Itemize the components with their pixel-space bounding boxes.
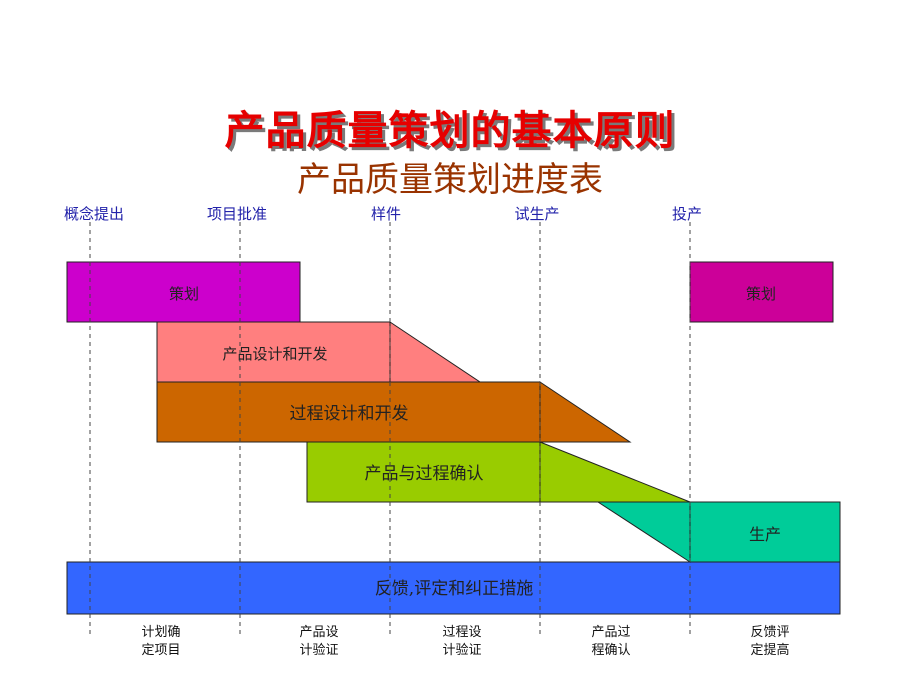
phase-5-line-1: 反馈评 bbox=[750, 625, 790, 640]
planning-repeat-bar bbox=[689, 261, 834, 323]
planning-bar-label: 策划 bbox=[169, 285, 199, 303]
planning-repeat-bar-label: 策划 bbox=[746, 285, 776, 303]
validation-bar-label: 产品与过程确认 bbox=[365, 464, 484, 484]
phase-3-line-2: 计验证 bbox=[442, 643, 482, 658]
phase-1-line-1: 计划确 bbox=[141, 625, 181, 640]
phase-5-label: 反馈评 定提高 bbox=[750, 624, 789, 660]
process-design-bar bbox=[156, 381, 541, 443]
milestone-launch: 投产 bbox=[671, 205, 703, 223]
milestone-pilot: 试生产 bbox=[514, 205, 560, 223]
feedback-bar bbox=[66, 561, 841, 615]
phase-1-line-2: 定项目 bbox=[141, 643, 181, 658]
product-design-bar-label: 产品设计和开发 bbox=[222, 345, 327, 363]
process-design-bar-label: 过程设计和开发 bbox=[290, 404, 409, 424]
planning-bar bbox=[66, 261, 301, 323]
validation-ramp bbox=[539, 441, 691, 503]
production-bar bbox=[689, 501, 841, 563]
product-design-bar bbox=[156, 321, 391, 383]
phase-3-line-1: 过程设 bbox=[442, 625, 482, 640]
phase-1-label: 计划确 定项目 bbox=[141, 624, 180, 660]
phase-2-line-2: 计验证 bbox=[299, 643, 339, 658]
production-bar-label: 生产 bbox=[749, 525, 781, 544]
milestone-project-approval: 项目批准 bbox=[206, 205, 268, 223]
feedback-bar-label: 反馈,评定和纠正措施 bbox=[375, 579, 533, 599]
phase-3-label: 过程设 计验证 bbox=[442, 624, 481, 660]
phase-4-line-1: 产品过 bbox=[591, 625, 631, 640]
phase-2-line-1: 产品设 bbox=[299, 625, 339, 640]
page-subtitle: 产品质量策划进度表 bbox=[297, 160, 603, 200]
milestone-prototype: 样件 bbox=[370, 205, 402, 223]
validation-bar bbox=[306, 441, 541, 503]
page-title: 产品质量策划的基本原则 bbox=[224, 107, 676, 154]
product-design-ramp bbox=[389, 321, 482, 383]
phase-2-label: 产品设 计验证 bbox=[299, 624, 338, 660]
process-design-ramp bbox=[539, 381, 632, 443]
phase-4-line-2: 程确认 bbox=[591, 643, 631, 658]
milestone-concept: 概念提出 bbox=[63, 205, 125, 223]
phase-4-label: 产品过 程确认 bbox=[591, 624, 630, 660]
phase-5-line-2: 定提高 bbox=[750, 643, 790, 658]
production-ramp bbox=[596, 501, 691, 563]
